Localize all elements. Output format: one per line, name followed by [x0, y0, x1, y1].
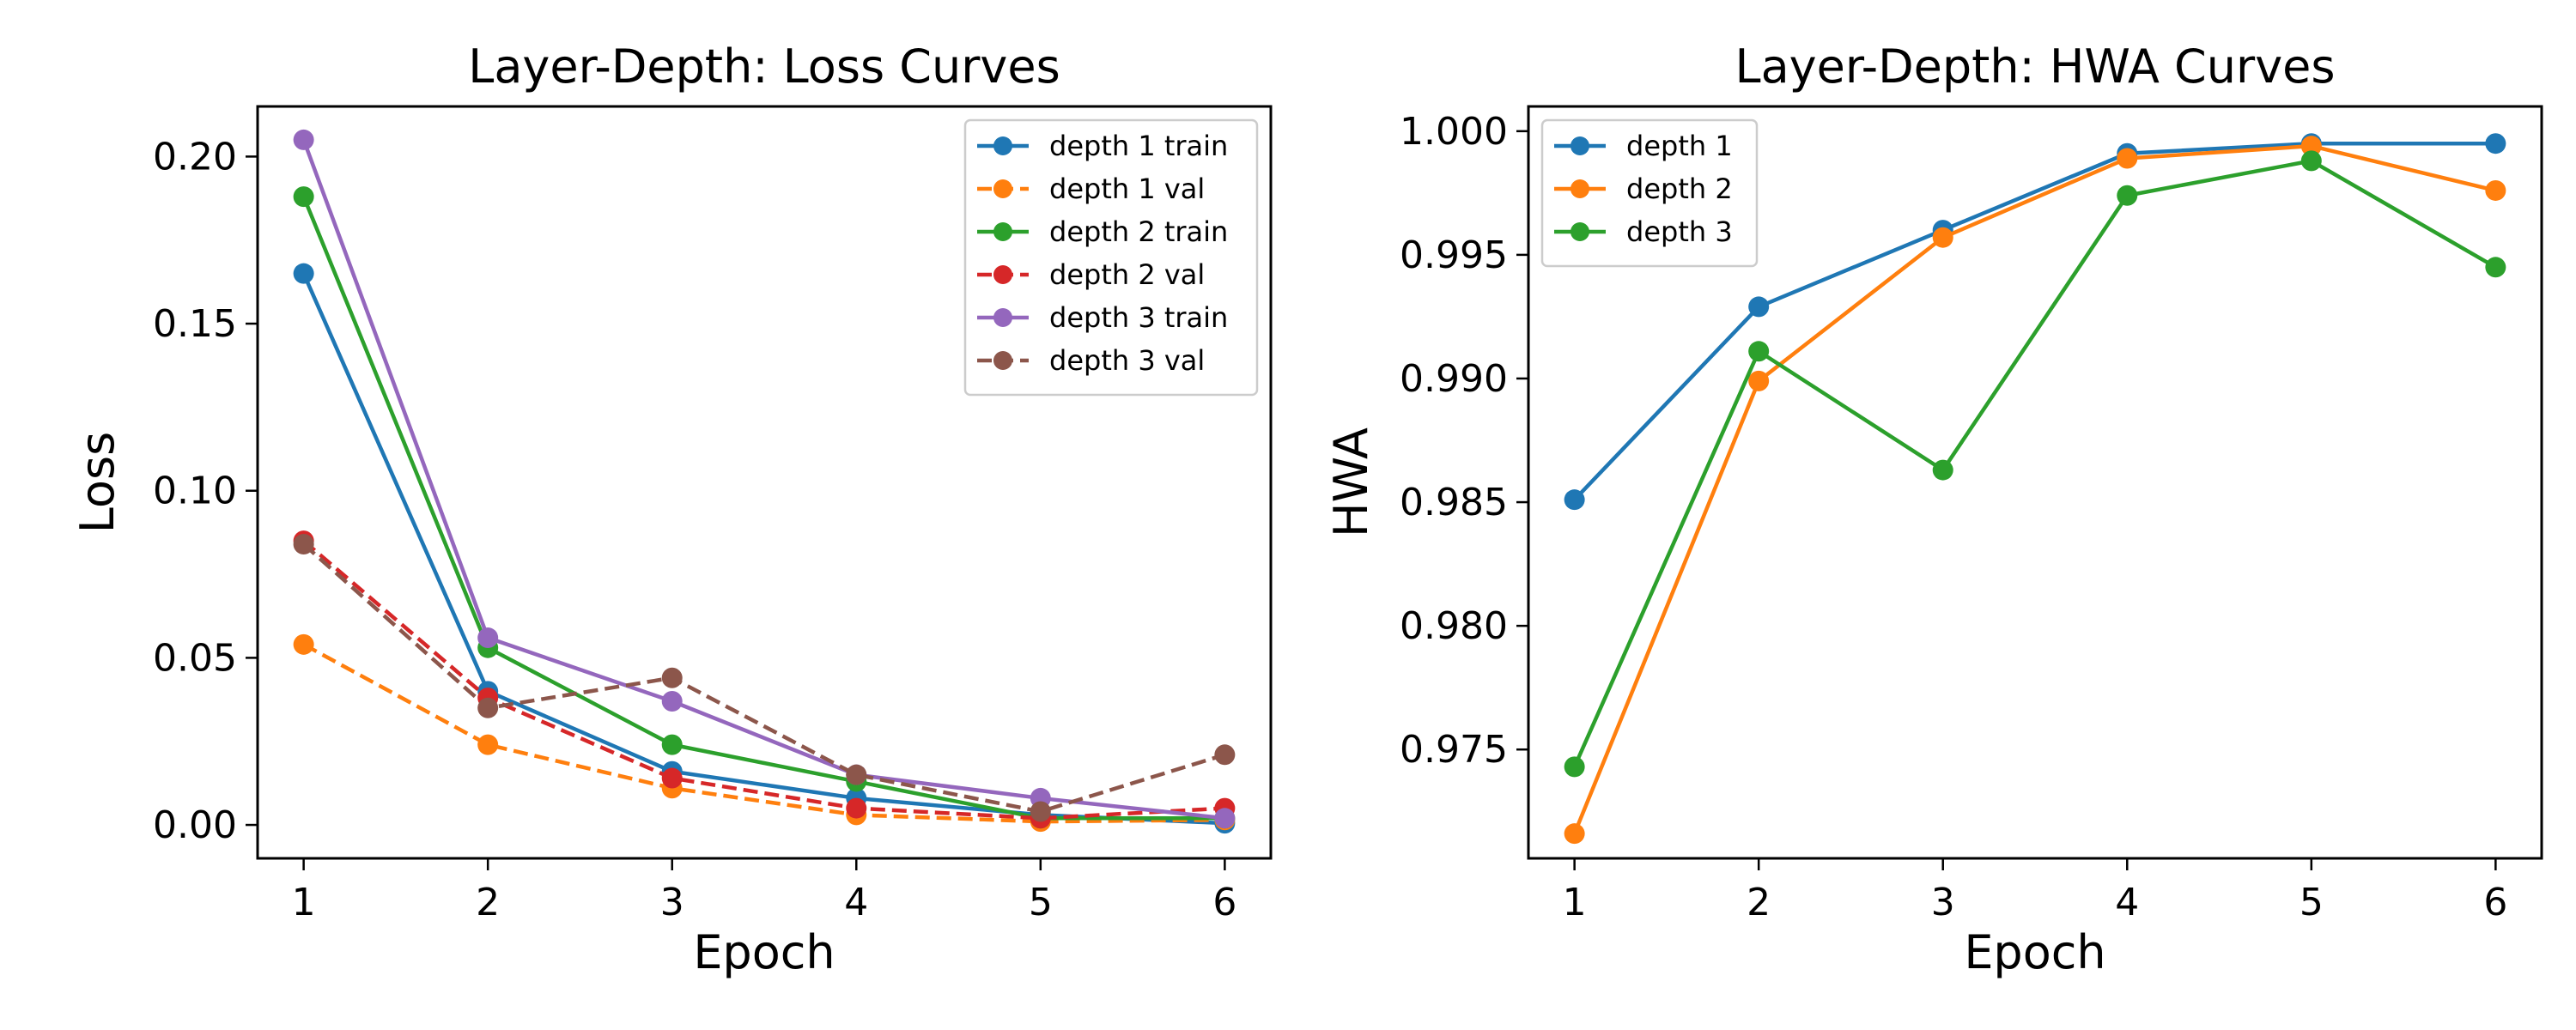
loss-chart-title: Layer-Depth: Loss Curves — [468, 39, 1060, 94]
loss-point-depth-3-val — [1030, 801, 1051, 822]
loss-legend-marker-depth-3-train — [993, 308, 1012, 327]
loss-legend-marker-depth-1-train — [993, 136, 1012, 155]
hwa-x-tick-label: 3 — [1931, 881, 1955, 924]
loss-point-depth-1-train — [293, 263, 314, 284]
hwa-legend-label-depth-1: depth 1 — [1626, 130, 1733, 162]
hwa-point-depth-3 — [2300, 150, 2322, 172]
loss-y-tick-label: 0.05 — [153, 636, 237, 680]
loss-x-tick-label: 4 — [844, 881, 868, 924]
loss-legend-marker-depth-2-val — [993, 265, 1012, 284]
loss-point-depth-3-val — [293, 534, 314, 555]
hwa-legend-box — [1540, 118, 1759, 268]
hwa-y-tick-label: 0.985 — [1400, 481, 1508, 524]
loss-y-tick-label: 0.15 — [153, 302, 237, 346]
hwa-plot-area — [1564, 133, 2506, 845]
loss-point-depth-3-train — [661, 691, 683, 712]
loss-y-axis-label: Loss — [70, 432, 125, 533]
loss-y-tick-label: 0.00 — [153, 803, 237, 847]
loss-axes-frame — [256, 105, 1273, 860]
hwa-legend-marker-depth-2 — [1571, 179, 1589, 198]
loss-chart: Layer-Depth: Loss Curves Epoch Loss 1 2 3 4… — [70, 39, 1273, 979]
loss-point-depth-1-val — [293, 633, 314, 655]
loss-plot-area — [293, 129, 1236, 834]
loss-point-depth-3-train — [293, 129, 314, 150]
hwa-x-axis-label: Epoch — [1964, 925, 2105, 979]
hwa-point-depth-1 — [2485, 133, 2506, 154]
hwa-point-depth-1 — [1564, 489, 1585, 511]
hwa-x-tick-label: 4 — [2115, 881, 2139, 924]
loss-x-tick-label: 3 — [660, 881, 684, 924]
loss-x-axis-label: Epoch — [693, 925, 835, 979]
loss-point-depth-3-val — [477, 697, 499, 718]
hwa-point-depth-2 — [2485, 179, 2506, 201]
hwa-y-tick-label: 1.000 — [1400, 110, 1508, 154]
loss-series-line-depth-3-val — [302, 542, 1226, 814]
hwa-axes-frame — [1527, 105, 2543, 860]
loss-point-depth-3-val — [1214, 744, 1236, 766]
hwa-series-line-depth-3 — [1572, 159, 2497, 768]
loss-legend-marker-depth-2-train — [993, 222, 1012, 241]
hwa-x-tick-label: 2 — [1747, 881, 1771, 924]
hwa-point-depth-2 — [1564, 823, 1585, 845]
loss-point-depth-3-train — [1214, 808, 1236, 829]
loss-legend-box — [963, 118, 1259, 397]
hwa-legend-marker-depth-3 — [1571, 222, 1589, 241]
hwa-axis-ticks: 1 2 3 4 5 6 0.975 0.980 0.985 0.990 0.995 1.000 — [1400, 110, 2507, 924]
hwa-legend: depth 1 depth 2 depth 3 — [1540, 118, 1759, 268]
hwa-point-depth-2 — [2117, 148, 2138, 169]
hwa-y-axis-label: HWA — [1324, 427, 1378, 537]
loss-legend-label-depth-1-val: depth 1 val — [1049, 173, 1205, 205]
loss-legend-label-depth-2-train: depth 2 train — [1049, 215, 1228, 248]
loss-legend-marker-depth-1-val — [993, 179, 1012, 198]
loss-point-depth-1-val — [477, 734, 499, 755]
hwa-legend-label-depth-2: depth 2 — [1626, 173, 1733, 205]
hwa-legend-marker-depth-1 — [1571, 136, 1589, 155]
hwa-x-tick-label: 1 — [1563, 881, 1587, 924]
hwa-y-tick-label: 0.975 — [1400, 728, 1508, 772]
loss-point-depth-2-val — [846, 797, 867, 819]
loss-series-line-depth-2-val — [302, 539, 1225, 821]
hwa-point-depth-3 — [1932, 459, 1953, 481]
hwa-point-depth-2 — [2300, 136, 2322, 157]
hwa-x-tick-label: 5 — [2300, 881, 2324, 924]
loss-legend: depth 1 train depth 1 val depth 2 train dep… — [963, 118, 1259, 397]
hwa-point-depth-1 — [1748, 296, 1770, 318]
loss-x-tick-label: 1 — [292, 881, 316, 924]
hwa-series-line-depth-1 — [1573, 141, 2496, 501]
loss-point-depth-2-train — [293, 186, 314, 208]
loss-y-tick-label: 0.20 — [153, 135, 237, 179]
loss-x-tick-label: 5 — [1029, 881, 1053, 924]
loss-x-tick-label: 2 — [476, 881, 500, 924]
loss-point-depth-3-val — [661, 667, 683, 688]
loss-point-depth-2-val — [661, 767, 683, 789]
hwa-y-tick-label: 0.995 — [1400, 233, 1508, 277]
loss-point-depth-3-train — [477, 627, 499, 649]
hwa-point-depth-3 — [1564, 756, 1585, 778]
hwa-x-tick-label: 6 — [2483, 881, 2507, 924]
hwa-point-depth-2 — [1748, 370, 1770, 391]
hwa-chart: Layer-Depth: HWA Curves Epoch HWA 1 2 3 4 5 6… — [1324, 39, 2543, 979]
hwa-y-tick-label: 0.990 — [1400, 357, 1508, 401]
loss-legend-label-depth-3-train: depth 3 train — [1049, 301, 1228, 334]
loss-legend-label-depth-2-val: depth 2 val — [1049, 258, 1205, 291]
loss-legend-marker-depth-3-val — [993, 351, 1012, 370]
loss-x-tick-label: 6 — [1212, 881, 1236, 924]
hwa-point-depth-3 — [2485, 257, 2506, 278]
loss-y-tick-label: 0.10 — [153, 470, 237, 513]
loss-point-depth-3-val — [846, 764, 867, 785]
hwa-legend-label-depth-3: depth 3 — [1626, 215, 1733, 248]
hwa-point-depth-2 — [1932, 227, 1953, 248]
loss-legend-label-depth-1-train: depth 1 train — [1049, 130, 1228, 162]
hwa-point-depth-3 — [1748, 341, 1770, 362]
hwa-series-line-depth-2 — [1572, 143, 2496, 835]
loss-series-line-depth-1-val — [302, 642, 1225, 824]
loss-point-depth-2-train — [661, 734, 683, 755]
loss-legend-label-depth-3-val: depth 3 val — [1049, 344, 1205, 377]
loss-axis-ticks: 1 2 3 4 5 6 0.00 0.05 0.10 0.15 0.20 — [153, 135, 1236, 924]
hwa-y-tick-label: 0.980 — [1400, 604, 1508, 648]
hwa-point-depth-3 — [2117, 185, 2138, 206]
hwa-chart-title: Layer-Depth: HWA Curves — [1735, 39, 2335, 94]
